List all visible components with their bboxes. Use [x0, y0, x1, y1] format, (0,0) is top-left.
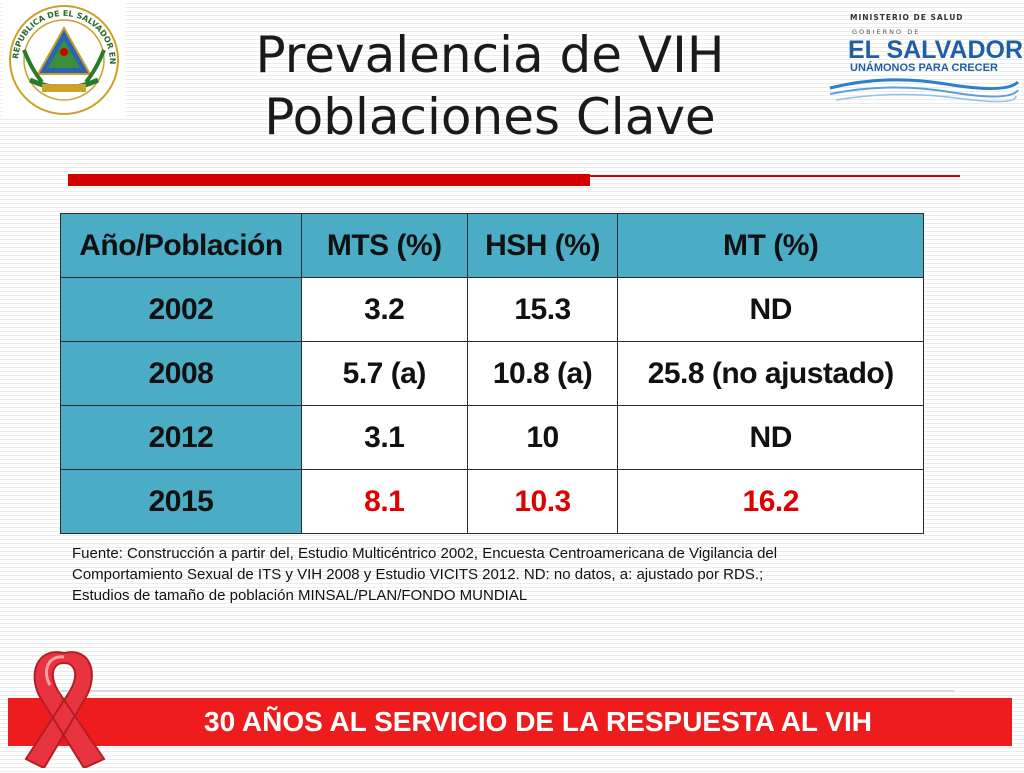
cell-mt: ND — [617, 277, 924, 342]
table-row: 2015 8.1 10.3 16.2 — [60, 469, 924, 534]
prevalence-table: Año/Población MTS (%) HSH (%) MT (%) 200… — [60, 213, 924, 534]
header-year-population: Año/Población — [60, 213, 302, 278]
logo-country-text: EL SALVADOR — [848, 36, 1022, 64]
logo-gobierno-text: GOBIERNO DE — [852, 28, 920, 36]
red-ribbon-icon — [6, 645, 116, 770]
cell-mts: 3.1 — [300, 405, 468, 470]
footer-banner-text: 30 AÑOS AL SERVICIO DE LA RESPUESTA AL V… — [204, 706, 872, 737]
cell-mt: 25.8 (no ajustado) — [617, 341, 924, 406]
title-divider-thin — [590, 175, 960, 177]
source-line-3: Estudios de tamaño de población MINSAL/P… — [72, 587, 528, 604]
header-mts: MTS (%) — [300, 213, 468, 278]
title-line-1: Prevalencia de VIH — [255, 26, 725, 84]
logo-slogan-text: UNÁMONOS PARA CRECER — [850, 61, 998, 74]
cell-mts: 5.7 (a) — [300, 341, 468, 406]
row-year: 2002 — [60, 277, 302, 342]
row-year: 2008 — [60, 341, 302, 406]
table-row: 2002 3.2 15.3 ND — [60, 277, 924, 342]
el-salvador-seal-logo: REPUBLICA DE EL SALVADOR EN LA AMERICA C… — [0, 0, 126, 118]
logo-ministry-text: MINISTERIO DE SALUD — [850, 13, 964, 22]
cell-mts: 3.2 — [300, 277, 468, 342]
source-line-2: Comportamiento Sexual de ITS y VIH 2008 … — [72, 566, 764, 583]
title-line-2: Poblaciones Clave — [264, 88, 716, 146]
cell-hsh: 10.8 (a) — [466, 341, 619, 406]
cell-hsh: 15.3 — [466, 277, 619, 342]
cell-hsh-highlight: 10.3 — [466, 469, 619, 534]
page-title: Prevalencia de VIH Poblaciones Clave — [160, 24, 820, 148]
table-row: 2012 3.1 10 ND — [60, 405, 924, 470]
table-row: 2008 5.7 (a) 10.8 (a) 25.8 (no ajustado) — [60, 341, 924, 406]
ministerio-salud-logo: MINISTERIO DE SALUD GOBIERNO DE EL SALVA… — [826, 8, 1023, 104]
cell-hsh: 10 — [466, 405, 619, 470]
footer-banner: 30 AÑOS AL SERVICIO DE LA RESPUESTA AL V… — [8, 698, 1012, 746]
cell-mts-highlight: 8.1 — [300, 469, 468, 534]
header-hsh: HSH (%) — [466, 213, 619, 278]
source-line-1: Fuente: Construcción a partir del, Estud… — [72, 545, 778, 562]
row-year: 2015 — [60, 469, 302, 534]
footer-divider — [60, 690, 955, 692]
cell-mt-highlight: 16.2 — [617, 469, 924, 534]
table-header-row: Año/Población MTS (%) HSH (%) MT (%) — [60, 213, 924, 278]
cell-mt: ND — [617, 405, 924, 470]
row-year: 2012 — [60, 405, 302, 470]
title-divider-thick — [68, 174, 590, 186]
source-note: Fuente: Construcción a partir del, Estud… — [72, 543, 952, 606]
header-mt: MT (%) — [617, 213, 924, 278]
